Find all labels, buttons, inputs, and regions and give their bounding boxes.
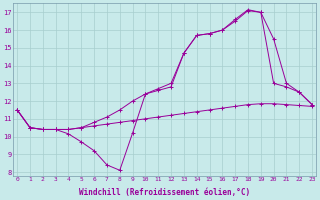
X-axis label: Windchill (Refroidissement éolien,°C): Windchill (Refroidissement éolien,°C) — [79, 188, 250, 197]
